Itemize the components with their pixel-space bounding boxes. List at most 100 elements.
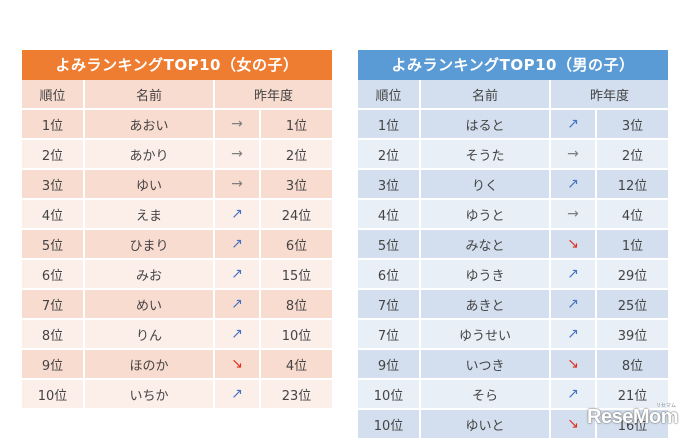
rank-cell: 9位 bbox=[22, 349, 85, 380]
table-row: 4位 ゆうと → 4位 bbox=[358, 199, 669, 230]
girls-ranking-panel: よみランキングTOP10（女の子） 順位 名前 昨年度 1位 あおい → 1位 2位 あか… bbox=[22, 50, 333, 410]
trend-arrow-icon: ↗ bbox=[214, 379, 261, 410]
name-cell: えま bbox=[84, 199, 215, 230]
previous-rank-cell: 1位 bbox=[260, 109, 333, 140]
previous-rank-cell: 2位 bbox=[260, 139, 333, 170]
previous-rank-cell: 39位 bbox=[596, 319, 669, 350]
table-row: 10位 そら ↗ 21位 bbox=[358, 379, 669, 410]
header-previous-year: 昨年度 bbox=[550, 80, 669, 110]
previous-rank-cell: 12位 bbox=[596, 169, 669, 200]
name-cell: いちか bbox=[84, 379, 215, 410]
name-cell: みお bbox=[84, 259, 215, 290]
rank-cell: 8位 bbox=[22, 319, 85, 350]
name-cell: みなと bbox=[420, 229, 551, 260]
header-previous-year: 昨年度 bbox=[214, 80, 333, 110]
name-cell: はると bbox=[420, 109, 551, 140]
table-row: 10位 いちか ↗ 23位 bbox=[22, 379, 333, 410]
table-row: 6位 ゆうき ↗ 29位 bbox=[358, 259, 669, 290]
name-cell: りん bbox=[84, 319, 215, 350]
logo-subtitle: リセマム bbox=[655, 403, 676, 409]
table-row: 2位 あかり → 2位 bbox=[22, 139, 333, 170]
name-cell: ひまり bbox=[84, 229, 215, 260]
rank-cell: 4位 bbox=[22, 199, 85, 230]
name-cell: あかり bbox=[84, 139, 215, 170]
name-cell: ゆうせい bbox=[420, 319, 551, 350]
table-row: 9位 いつき ↘ 8位 bbox=[358, 349, 669, 380]
resemom-logo: ReseMom bbox=[587, 406, 678, 428]
table-row: 9位 ほのか ↘ 4位 bbox=[22, 349, 333, 380]
table-row: 8位 りん ↗ 10位 bbox=[22, 319, 333, 350]
trend-arrow-icon: ↘ bbox=[550, 349, 597, 380]
rank-cell: 1位 bbox=[358, 109, 421, 140]
previous-rank-cell: 10位 bbox=[260, 319, 333, 350]
table-row: 7位 ゆうせい ↗ 39位 bbox=[358, 319, 669, 350]
trend-arrow-icon: ↗ bbox=[214, 229, 261, 260]
rank-cell: 7位 bbox=[358, 289, 421, 320]
table-row: 5位 みなと ↘ 1位 bbox=[358, 229, 669, 260]
rank-cell: 7位 bbox=[22, 289, 85, 320]
name-cell: そうた bbox=[420, 139, 551, 170]
previous-rank-cell: 8位 bbox=[596, 349, 669, 380]
table-row: 3位 りく ↗ 12位 bbox=[358, 169, 669, 200]
name-cell: ゆいと bbox=[420, 409, 551, 440]
rank-cell: 10位 bbox=[358, 379, 421, 410]
girls-ranking-title: よみランキングTOP10（女の子） bbox=[22, 50, 332, 80]
boys-ranking-title: よみランキングTOP10（男の子） bbox=[358, 50, 668, 80]
name-cell: ゆい bbox=[84, 169, 215, 200]
name-cell: ゆうき bbox=[420, 259, 551, 290]
name-cell: あきと bbox=[420, 289, 551, 320]
rank-cell: 3位 bbox=[358, 169, 421, 200]
table-row: 1位 あおい → 1位 bbox=[22, 109, 333, 140]
table-row: 1位 はると ↗ 3位 bbox=[358, 109, 669, 140]
previous-rank-cell: 8位 bbox=[260, 289, 333, 320]
table-row: 3位 ゆい → 3位 bbox=[22, 169, 333, 200]
rank-cell: 2位 bbox=[358, 139, 421, 170]
trend-arrow-icon: ↗ bbox=[214, 319, 261, 350]
rank-cell: 1位 bbox=[22, 109, 85, 140]
rank-cell: 4位 bbox=[358, 199, 421, 230]
previous-rank-cell: 4位 bbox=[596, 199, 669, 230]
rank-cell: 10位 bbox=[22, 379, 85, 410]
previous-rank-cell: 25位 bbox=[596, 289, 669, 320]
header-name: 名前 bbox=[420, 80, 551, 110]
name-cell: めい bbox=[84, 289, 215, 320]
trend-arrow-icon: ↗ bbox=[550, 169, 597, 200]
table-row: 6位 みお ↗ 15位 bbox=[22, 259, 333, 290]
previous-rank-cell: 1位 bbox=[596, 229, 669, 260]
previous-rank-cell: 6位 bbox=[260, 229, 333, 260]
header-rank: 順位 bbox=[358, 80, 421, 110]
trend-arrow-icon: → bbox=[550, 199, 597, 230]
trend-arrow-icon: → bbox=[214, 139, 261, 170]
previous-rank-cell: 29位 bbox=[596, 259, 669, 290]
table-row: 7位 あきと ↗ 25位 bbox=[358, 289, 669, 320]
trend-arrow-icon: ↘ bbox=[214, 349, 261, 380]
name-cell: ほのか bbox=[84, 349, 215, 380]
rank-cell: 5位 bbox=[22, 229, 85, 260]
rank-cell: 3位 bbox=[22, 169, 85, 200]
trend-arrow-icon: ↗ bbox=[214, 289, 261, 320]
previous-rank-cell: 4位 bbox=[260, 349, 333, 380]
rank-cell: 9位 bbox=[358, 349, 421, 380]
trend-arrow-icon: ↗ bbox=[214, 259, 261, 290]
trend-arrow-icon: ↗ bbox=[214, 199, 261, 230]
rank-cell: 7位 bbox=[358, 319, 421, 350]
trend-arrow-icon: ↗ bbox=[550, 109, 597, 140]
name-cell: そら bbox=[420, 379, 551, 410]
table-header-row: 順位 名前 昨年度 bbox=[358, 80, 669, 110]
boys-ranking-table: 順位 名前 昨年度 1位 はると ↗ 3位 2位 そうた → 2位 3位 りく ↗ 12位 4位 ゆうと →… bbox=[358, 80, 669, 440]
table-row: 7位 めい ↗ 8位 bbox=[22, 289, 333, 320]
boys-ranking-panel: よみランキングTOP10（男の子） 順位 名前 昨年度 1位 はると ↗ 3位 2位 そう… bbox=[358, 50, 669, 440]
previous-rank-cell: 23位 bbox=[260, 379, 333, 410]
girls-ranking-table: 順位 名前 昨年度 1位 あおい → 1位 2位 あかり → 2位 3位 ゆい → 3位 4位 えま ↗ 24… bbox=[22, 80, 333, 410]
table-row: 5位 ひまり ↗ 6位 bbox=[22, 229, 333, 260]
name-cell: りく bbox=[420, 169, 551, 200]
trend-arrow-icon: ↗ bbox=[550, 259, 597, 290]
table-row: 4位 えま ↗ 24位 bbox=[22, 199, 333, 230]
previous-rank-cell: 3位 bbox=[596, 109, 669, 140]
name-cell: いつき bbox=[420, 349, 551, 380]
trend-arrow-icon: ↗ bbox=[550, 319, 597, 350]
trend-arrow-icon: → bbox=[214, 169, 261, 200]
trend-arrow-icon: → bbox=[550, 139, 597, 170]
previous-rank-cell: 24位 bbox=[260, 199, 333, 230]
trend-arrow-icon: ↗ bbox=[550, 289, 597, 320]
